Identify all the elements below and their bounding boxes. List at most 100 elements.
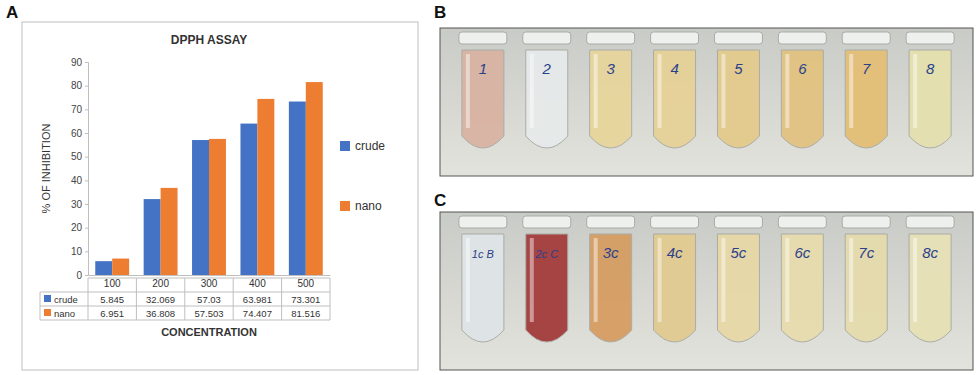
y-tick-mark [85, 251, 88, 252]
y-tick: 30 [71, 199, 88, 210]
y-axis-line [85, 63, 89, 276]
tube-highlight [530, 238, 534, 322]
tube-label: 4 [670, 60, 678, 77]
tube-label: 5 [734, 60, 743, 77]
table-series-name: crude [54, 294, 78, 305]
x-tick: 200 [152, 275, 169, 289]
chart-frame [22, 22, 418, 370]
table-cell: 63.981 [243, 294, 272, 305]
bars [95, 82, 322, 275]
x-tick-label: 400 [249, 278, 266, 289]
tube-cap [587, 32, 635, 44]
figure: ABCDPPH ASSAY% OF INHIBITION010203040506… [0, 0, 976, 375]
table-legend-key [44, 295, 51, 302]
tube-label: 2c C [534, 248, 558, 260]
tube: 8c [906, 216, 954, 342]
y-tick-mark [85, 275, 88, 276]
tube-highlight [721, 54, 725, 128]
y-tick: 20 [71, 222, 88, 233]
y-tick: 10 [71, 246, 88, 257]
tube-highlight [530, 54, 534, 128]
tube: 2 [523, 32, 571, 148]
bar [144, 199, 161, 275]
y-tick-mark [85, 133, 88, 134]
tube-cap [714, 216, 762, 228]
tube-cap [906, 216, 954, 228]
table-series-name: nano [54, 308, 75, 319]
tube-cap [587, 216, 635, 228]
y-tick-mark [85, 204, 88, 205]
tube-highlight [913, 238, 917, 322]
photo: 12345678 [440, 28, 973, 176]
photo: 1c B2c C3c4c5c6c7c8c [440, 212, 973, 370]
tube-cap [778, 216, 826, 228]
tube-cap [778, 32, 826, 44]
tube: 5c [714, 216, 762, 342]
tube-highlight [658, 238, 662, 322]
table-rule [88, 278, 89, 320]
tube-label: 4c [667, 244, 683, 261]
bar [161, 188, 178, 275]
tube: 1 [459, 32, 507, 148]
tube-highlight [466, 54, 470, 128]
y-tick: 90 [71, 57, 88, 68]
bar [257, 99, 274, 275]
tube-cap [714, 32, 762, 44]
tube-highlight [658, 54, 662, 128]
tube-label: 7c [858, 244, 874, 261]
legend-label: crude [355, 139, 385, 153]
y-tick-label: 40 [71, 175, 83, 186]
tube-cap [651, 32, 699, 44]
tube-label: 6c [794, 244, 810, 261]
x-axis-line [89, 275, 331, 276]
bar [112, 259, 129, 275]
tube-label: 2 [542, 60, 552, 77]
table-cell: 6.951 [100, 308, 124, 319]
tube-cap [651, 216, 699, 228]
tube-highlight [785, 238, 789, 322]
tube-cap [842, 32, 890, 44]
legend-key [340, 141, 350, 151]
tube-label: 5c [731, 244, 747, 261]
tube-liquid [845, 50, 887, 148]
y-tick: 70 [71, 104, 88, 115]
tube-label: 6 [798, 60, 807, 77]
y-tick-label: 70 [71, 104, 83, 115]
tube-cap [523, 32, 571, 44]
tube-liquid [526, 50, 568, 148]
tube-liquid [717, 50, 759, 148]
x-tick-label: 200 [152, 278, 169, 289]
x-tick: 500 [297, 275, 314, 289]
tube-cap [459, 216, 507, 228]
tube-liquid [462, 234, 504, 342]
tube-liquid [654, 50, 696, 148]
y-tick-mark [85, 157, 88, 158]
tube: 4c [651, 216, 699, 342]
tube-highlight [466, 238, 470, 322]
tube-highlight [913, 54, 917, 128]
y-tick-label: 80 [71, 80, 83, 91]
y-tick-mark [85, 62, 88, 63]
panel-label: A [6, 3, 18, 22]
tube-label: 3c [603, 244, 619, 261]
tube-liquid [526, 234, 568, 342]
tube-label: 7 [862, 60, 871, 77]
tube-liquid [845, 234, 887, 342]
bar [240, 124, 257, 275]
table-rule [40, 292, 41, 320]
legend: crude nano [340, 139, 385, 213]
tube-highlight [594, 238, 598, 322]
tube: 7c [842, 216, 890, 342]
y-axis: 0102030405060708090 [71, 57, 89, 281]
y-tick-mark [85, 86, 88, 87]
table-cell: 57.03 [197, 294, 221, 305]
tube-liquid [590, 50, 632, 148]
table-cell: 81.516 [291, 308, 320, 319]
x-tick-label: 100 [104, 278, 121, 289]
tube: 3 [587, 32, 635, 148]
tube-label: 1 [479, 60, 487, 77]
legend-label: nano [355, 199, 382, 213]
y-tick: 80 [71, 80, 88, 91]
tube-liquid [781, 234, 823, 342]
y-tick-label: 60 [71, 128, 83, 139]
